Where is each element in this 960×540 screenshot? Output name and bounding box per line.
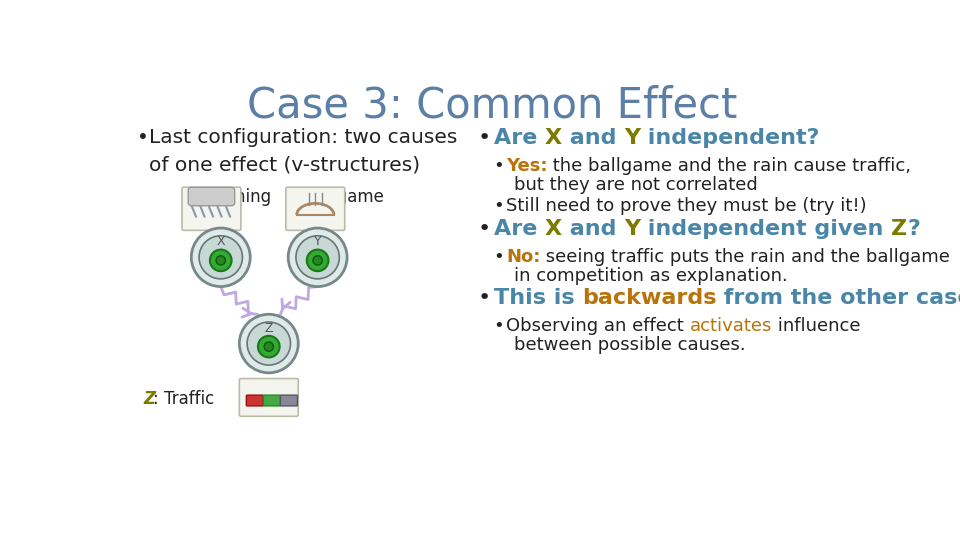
Text: •: • [493, 197, 504, 215]
Circle shape [191, 228, 251, 287]
Text: X: X [544, 219, 562, 239]
FancyBboxPatch shape [263, 395, 280, 406]
Text: influence: influence [772, 318, 860, 335]
Text: Z: Z [891, 219, 907, 239]
Text: independent given: independent given [640, 219, 891, 239]
Text: Y: Y [314, 235, 322, 248]
Circle shape [247, 322, 291, 365]
Text: Last configuration: two causes
of one effect (v-structures): Last configuration: two causes of one ef… [150, 128, 458, 175]
Text: the ballgame and the rain cause traffic,: the ballgame and the rain cause traffic, [547, 157, 911, 175]
Circle shape [239, 314, 299, 373]
Text: Z: Z [143, 390, 156, 408]
Text: Y: Y [287, 188, 299, 206]
Text: Case 3: Common Effect: Case 3: Common Effect [247, 84, 737, 126]
Text: Are: Are [493, 219, 544, 239]
Text: No:: No: [506, 248, 540, 266]
Circle shape [313, 256, 323, 265]
Text: and: and [562, 128, 624, 148]
Text: from the other cases: from the other cases [716, 288, 960, 308]
Circle shape [296, 236, 339, 279]
FancyBboxPatch shape [280, 395, 298, 406]
Text: •: • [493, 248, 504, 266]
Text: Y: Y [624, 128, 640, 148]
Text: but they are not correlated: but they are not correlated [514, 176, 757, 194]
Text: seeing traffic puts the rain and the ballgame: seeing traffic puts the rain and the bal… [540, 248, 950, 266]
Text: X: X [544, 128, 562, 148]
Circle shape [258, 336, 279, 357]
Text: •: • [493, 318, 504, 335]
Text: independent?: independent? [640, 128, 820, 148]
Text: •: • [493, 157, 504, 175]
Text: Y: Y [624, 219, 640, 239]
FancyBboxPatch shape [286, 187, 345, 231]
Text: : Ballgame: : Ballgame [295, 188, 384, 206]
Text: Observing an effect: Observing an effect [506, 318, 689, 335]
Text: •: • [478, 288, 492, 308]
Text: ?: ? [907, 219, 921, 239]
Text: X: X [216, 235, 225, 248]
FancyBboxPatch shape [239, 379, 299, 416]
FancyBboxPatch shape [247, 395, 263, 406]
Circle shape [210, 249, 231, 271]
Text: and: and [562, 219, 624, 239]
Text: This is: This is [493, 288, 582, 308]
FancyBboxPatch shape [182, 187, 241, 231]
Circle shape [264, 342, 274, 351]
FancyBboxPatch shape [188, 187, 234, 206]
Text: Z: Z [265, 322, 273, 335]
Text: •: • [478, 219, 492, 239]
Circle shape [288, 228, 348, 287]
Circle shape [307, 249, 328, 271]
Text: activates: activates [689, 318, 772, 335]
Text: •: • [478, 128, 492, 148]
Text: in competition as explanation.: in competition as explanation. [514, 267, 787, 285]
Text: : Traffic: : Traffic [153, 390, 214, 408]
Text: Still need to prove they must be (try it!): Still need to prove they must be (try it… [506, 197, 867, 215]
Text: •: • [137, 128, 149, 147]
Circle shape [199, 236, 243, 279]
Text: Yes:: Yes: [506, 157, 547, 175]
Text: Are: Are [493, 128, 544, 148]
Circle shape [216, 256, 226, 265]
Text: backwards: backwards [582, 288, 716, 308]
Text: : Raining: : Raining [198, 188, 271, 206]
Text: X: X [188, 188, 201, 206]
Text: between possible causes.: between possible causes. [514, 336, 745, 354]
